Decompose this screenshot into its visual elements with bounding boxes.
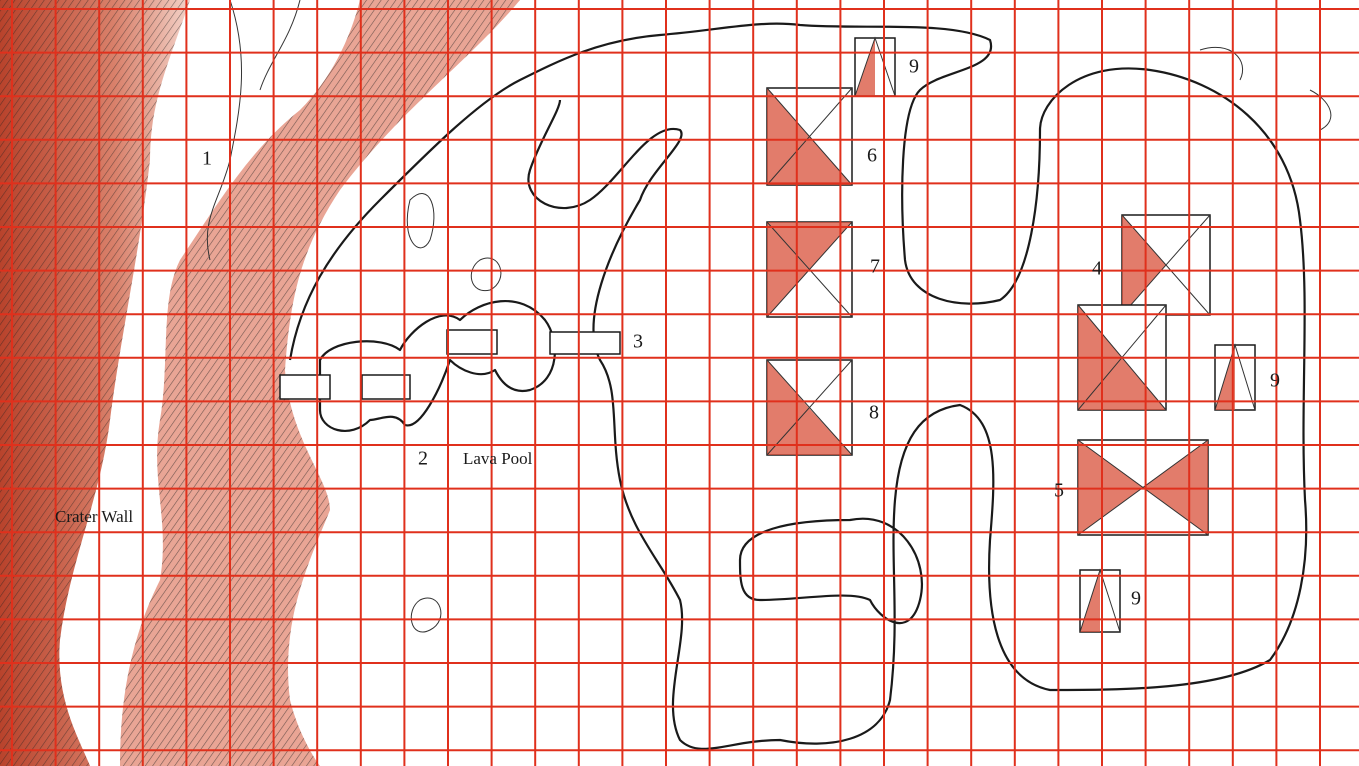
area-label: 3 [633, 331, 643, 353]
area-label: 1 [202, 148, 212, 170]
area-label: 4 [1092, 258, 1102, 280]
lake-shore [288, 22, 1332, 750]
area-label: 9 [1131, 588, 1141, 610]
area-label: 2 [418, 448, 428, 470]
bridges [279, 329, 621, 400]
buildings [766, 36, 1256, 633]
area-label: 9 [909, 56, 919, 78]
area-label: 6 [867, 145, 877, 167]
area-label: 8 [869, 402, 879, 424]
area-label: 7 [870, 256, 880, 278]
place-label: Lava Pool [463, 449, 533, 468]
place-label: Crater Wall [55, 507, 133, 526]
area-label: 9 [1270, 370, 1280, 392]
labels: 1 2 3 4 5 6 7 8 9 9 9 Lava Pool Crater W… [55, 56, 1280, 610]
area-label: 5 [1054, 480, 1064, 502]
